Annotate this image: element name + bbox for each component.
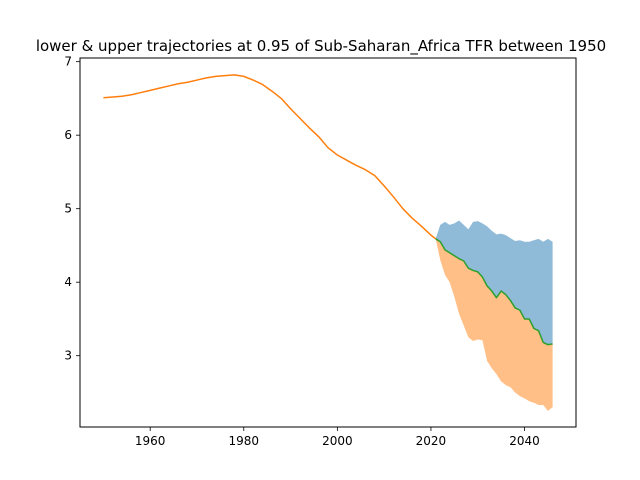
x-tick-label: 2040: [509, 434, 540, 448]
lower-band-area: [435, 238, 553, 411]
x-tick-label: 1960: [135, 434, 166, 448]
historical-tfr-line: [103, 74, 437, 240]
y-tick-label: 6: [64, 128, 72, 142]
median-projection-line: [435, 238, 553, 346]
x-tick-label: 2020: [416, 434, 447, 448]
y-tick-label: 7: [64, 55, 72, 69]
y-tick-label: 4: [64, 275, 72, 289]
axes-frame: [79, 57, 577, 428]
plot-area: [103, 74, 553, 411]
x-tick-label: 2000: [322, 434, 353, 448]
y-tick-label: 5: [64, 202, 72, 216]
x-axis: 1960 1980 2000 2020 2040: [135, 427, 540, 448]
upper-band-area: [435, 220, 553, 345]
chart-title: lower & upper trajectories at 0.95 of Su…: [36, 37, 606, 56]
y-axis: 3 4 5 6 7: [64, 55, 80, 363]
y-tick-label: 3: [64, 349, 72, 363]
x-tick-label: 1980: [229, 434, 260, 448]
